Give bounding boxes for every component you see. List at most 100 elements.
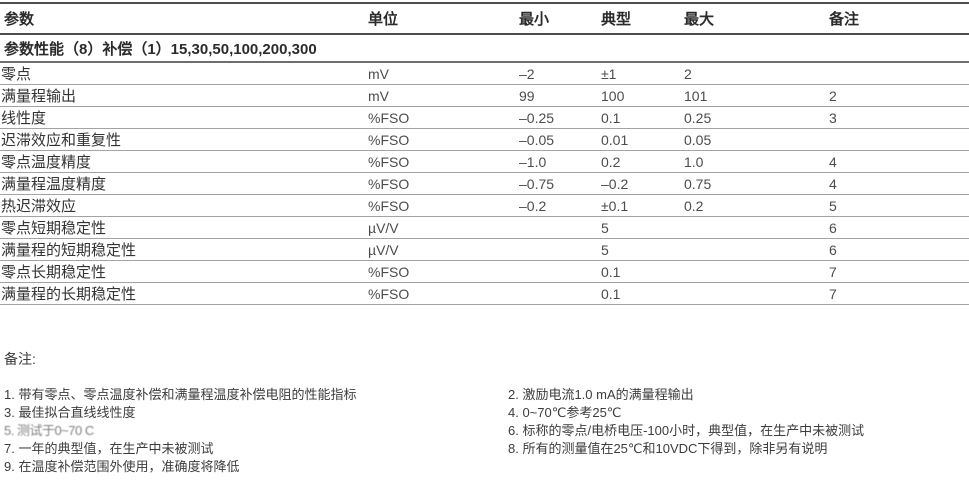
table-section-row: 参数性能（8）补偿（1）15,30,50,100,200,300	[0, 34, 969, 63]
cell-typ: 0.2	[600, 150, 683, 173]
note-item: 8. 所有的测量值在25℃和10VDC下得到，除非另有说明	[508, 441, 828, 456]
cell-note: 6	[828, 238, 969, 261]
note-item: 7. 一年的典型值，在生产中未被测试	[4, 441, 214, 456]
note-item: 2. 激励电流1.0 mA的满量程输出	[508, 387, 694, 402]
col-header-note: 备注	[828, 3, 969, 35]
note-item: 3. 最佳拟合直线线性度	[4, 405, 136, 420]
cell-param: 满量程的长期稳定性	[0, 282, 367, 305]
table-row: 迟滞效应和重复性 %FSO –0.05 0.01 0.05	[0, 128, 969, 151]
note-item: 9. 在温度补偿范围外使用，准确度将降低	[4, 459, 240, 474]
cell-unit: µV/V	[367, 216, 518, 239]
cell-max	[683, 282, 828, 305]
cell-unit: %FSO	[367, 106, 518, 129]
notes-columns: 1. 带有零点、零点温度补偿和满量程温度补偿电阻的性能指标 3. 最佳拟合直线线性…	[4, 386, 969, 476]
cell-note: 5	[828, 194, 969, 217]
cell-note: 6	[828, 216, 969, 239]
cell-min: –0.2	[518, 194, 600, 217]
cell-param: 零点	[0, 62, 367, 85]
cell-typ: 100	[600, 84, 683, 107]
cell-note: 3	[828, 106, 969, 129]
table-row: 热迟滞效应 %FSO –0.2 ±0.1 0.2 5	[0, 194, 969, 217]
cell-min	[518, 238, 600, 261]
cell-note: 2	[828, 84, 969, 107]
cell-note: 4	[828, 172, 969, 195]
cell-note: 4	[828, 150, 969, 173]
cell-param: 满量程的短期稳定性	[0, 238, 367, 261]
cell-unit: %FSO	[367, 172, 518, 195]
notes-section: 备注: 1. 带有零点、零点温度补偿和满量程温度补偿电阻的性能指标 3. 最佳拟合…	[4, 349, 969, 476]
table-row: 零点长期稳定性 %FSO 0.1 7	[0, 260, 969, 283]
cell-min	[518, 216, 600, 239]
cell-note	[828, 62, 969, 85]
cell-min: –0.75	[518, 172, 600, 195]
note-item: 4. 0~70℃参考25℃	[508, 405, 622, 420]
table-row: 满量程的短期稳定性 µV/V 5 6	[0, 238, 969, 261]
cell-max: 2	[683, 62, 828, 85]
table-section-title: 参数性能（8）补偿（1）15,30,50,100,200,300	[0, 34, 969, 63]
cell-typ: ±0.1	[600, 194, 683, 217]
cell-max	[683, 238, 828, 261]
cell-unit: %FSO	[367, 128, 518, 151]
cell-param: 零点温度精度	[0, 150, 367, 173]
cell-unit: %FSO	[367, 260, 518, 283]
cell-unit: %FSO	[367, 150, 518, 173]
cell-min: –2	[518, 62, 600, 85]
table-row: 零点 mV –2 ±1 2	[0, 62, 969, 85]
cell-max: 0.75	[683, 172, 828, 195]
cell-param: 热迟滞效应	[0, 194, 367, 217]
cell-param: 满量程温度精度	[0, 172, 367, 195]
cell-param: 零点长期稳定性	[0, 260, 367, 283]
table-row: 线性度 %FSO –0.25 0.1 0.25 3	[0, 106, 969, 129]
cell-typ: 0.1	[600, 106, 683, 129]
cell-unit: %FSO	[367, 282, 518, 305]
cell-typ: –0.2	[600, 172, 683, 195]
cell-max: 101	[683, 84, 828, 107]
col-header-typ: 典型	[600, 3, 683, 35]
notes-right-column: 2. 激励电流1.0 mA的满量程输出 4. 0~70℃参考25℃ 6. 标称的零点…	[508, 386, 969, 476]
note-item: 1. 带有零点、零点温度补偿和满量程温度补偿电阻的性能指标	[4, 387, 357, 402]
cell-max: 0.05	[683, 128, 828, 151]
notes-label: 备注:	[4, 351, 36, 367]
col-header-unit: 单位	[367, 3, 518, 35]
cell-typ: 0.01	[600, 128, 683, 151]
table-row: 零点温度精度 %FSO –1.0 0.2 1.0 4	[0, 150, 969, 173]
cell-unit: mV	[367, 62, 518, 85]
table-row: 满量程温度精度 %FSO –0.75 –0.2 0.75 4	[0, 172, 969, 195]
note-item: 6. 标称的零点/电桥电压-100小时，典型值，在生产中未被测试	[508, 423, 865, 438]
cell-min: 99	[518, 84, 600, 107]
table-row: 满量程的长期稳定性 %FSO 0.1 7	[0, 282, 969, 305]
cell-param: 迟滞效应和重复性	[0, 128, 367, 151]
cell-min: –0.05	[518, 128, 600, 151]
cell-min	[518, 260, 600, 283]
cell-unit: µV/V	[367, 238, 518, 261]
cell-max: 1.0	[683, 150, 828, 173]
cell-min: –1.0	[518, 150, 600, 173]
cell-max: 0.25	[683, 106, 828, 129]
cell-typ: 5	[600, 238, 683, 261]
cell-typ: ±1	[600, 62, 683, 85]
table-body: 零点 mV –2 ±1 2 满量程输出 mV 99 100 101 2 线性度 %FSO –0.25 0.1…	[0, 62, 969, 305]
cell-typ: 0.1	[600, 260, 683, 283]
cell-unit: mV	[367, 84, 518, 107]
note-item: 5. 测试于0~70 C	[4, 423, 94, 438]
cell-unit: %FSO	[367, 194, 518, 217]
cell-max: 0.2	[683, 194, 828, 217]
col-header-max: 最大	[683, 3, 828, 35]
cell-typ: 0.1	[600, 282, 683, 305]
cell-note: 7	[828, 282, 969, 305]
cell-max	[683, 216, 828, 239]
cell-param: 线性度	[0, 106, 367, 129]
cell-note: 7	[828, 260, 969, 283]
col-header-min: 最小	[518, 3, 600, 35]
table-header-row: 参数 单位 最小 典型 最大 备注	[0, 3, 969, 35]
notes-left-column: 1. 带有零点、零点温度补偿和满量程温度补偿电阻的性能指标 3. 最佳拟合直线线性…	[4, 386, 508, 476]
cell-typ: 5	[600, 216, 683, 239]
cell-param: 零点短期稳定性	[0, 216, 367, 239]
spec-table: 参数 单位 最小 典型 最大 备注 参数性能（8）补偿（1）15,30,50,1…	[0, 2, 969, 305]
col-header-param: 参数	[0, 3, 367, 35]
table-row: 零点短期稳定性 µV/V 5 6	[0, 216, 969, 239]
cell-max	[683, 260, 828, 283]
cell-note	[828, 128, 969, 151]
table-row: 满量程输出 mV 99 100 101 2	[0, 84, 969, 107]
